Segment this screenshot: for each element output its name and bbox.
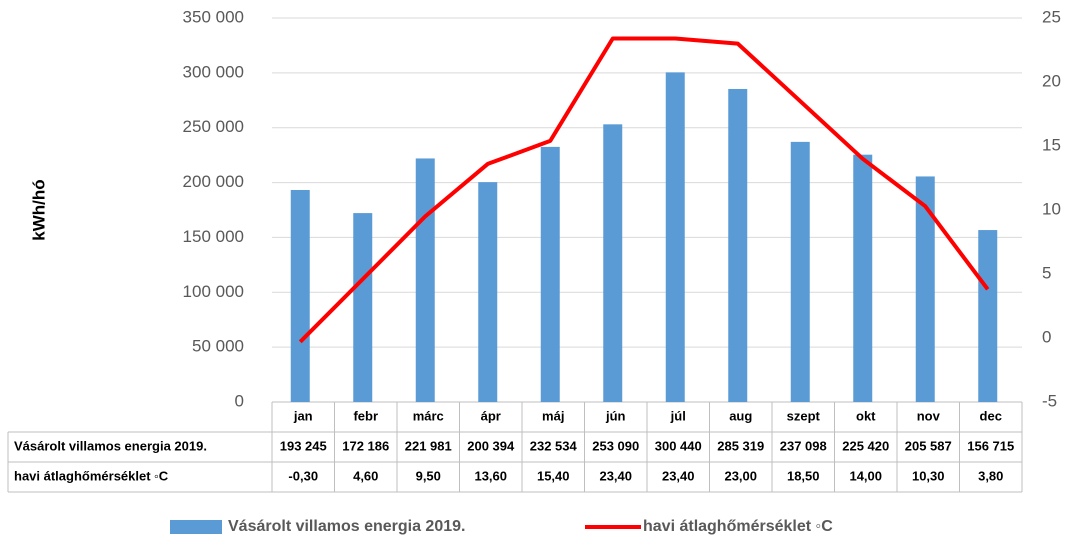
y-tick-label: 150 000 — [183, 227, 244, 246]
x-tick-label: ápr — [481, 408, 501, 423]
table-cell: 10,30 — [912, 468, 945, 483]
line — [298, 36, 990, 344]
x-tick-label: jún — [605, 408, 626, 423]
x-tick-label: márc — [413, 408, 444, 423]
table-cell: 9,50 — [416, 468, 441, 483]
legend-label: havi átlaghőmérséklet ◦C — [643, 518, 833, 535]
x-tick-label: dec — [980, 408, 1002, 423]
table-cell: 232 534 — [530, 438, 578, 453]
table-cell: 253 090 — [592, 438, 639, 453]
table-cell: 14,00 — [849, 468, 882, 483]
legend-swatch — [170, 520, 222, 534]
table-cell: 18,50 — [787, 468, 820, 483]
table-row-header: havi átlaghőmérséklet ◦C — [14, 468, 169, 483]
y-tick-label: 100 000 — [183, 282, 244, 301]
table-cell: 200 394 — [467, 438, 515, 453]
table-cell: -0,30 — [288, 468, 318, 483]
table-cell: 4,60 — [353, 468, 378, 483]
y2-tick-label: 5 — [1042, 263, 1051, 282]
x-tick-label: szept — [787, 408, 821, 423]
y2-tick-label: 15 — [1042, 135, 1061, 154]
table-cell: 13,60 — [474, 468, 507, 483]
table-cell: 237 098 — [780, 438, 827, 453]
bar — [478, 182, 498, 402]
y2-tick-label: -5 — [1042, 391, 1057, 410]
table-row-header: Vásárolt villamos energia 2019. — [14, 438, 207, 453]
bar — [790, 141, 810, 402]
bar — [728, 88, 748, 402]
bar — [665, 72, 685, 403]
bar — [603, 124, 623, 403]
x-tick-label: máj — [542, 408, 564, 423]
x-tick-label: júl — [670, 408, 686, 423]
table-cell: 15,40 — [537, 468, 570, 483]
y-tick-label: 200 000 — [183, 172, 244, 191]
bar — [290, 189, 310, 402]
x-tick-label: nov — [917, 408, 941, 423]
y-tick-label: 250 000 — [183, 117, 244, 136]
y2-tick-label: 20 — [1042, 71, 1061, 90]
x-tick-label: febr — [353, 408, 378, 423]
y-tick-label: 300 000 — [183, 62, 244, 81]
table-cell: 205 587 — [905, 438, 952, 453]
y-axis-label: kWh/hó — [29, 179, 48, 240]
y2-tick-label: 0 — [1042, 327, 1051, 346]
y2-tick-label: 10 — [1042, 199, 1061, 218]
y-tick-label: 50 000 — [192, 337, 244, 356]
bar — [540, 146, 560, 402]
table-cell: 221 981 — [405, 438, 452, 453]
table-cell: 23,40 — [599, 468, 632, 483]
y-tick-label: 0 — [235, 391, 244, 410]
x-tick-label: okt — [856, 408, 876, 423]
table-cell: 193 245 — [280, 438, 327, 453]
table-cell: 300 440 — [655, 438, 702, 453]
bar — [415, 158, 435, 402]
x-tick-label: aug — [729, 408, 752, 423]
bar — [915, 176, 935, 402]
table-cell: 225 420 — [842, 438, 889, 453]
bar — [853, 154, 873, 402]
x-tick-label: jan — [293, 408, 313, 423]
table-cell: 285 319 — [717, 438, 764, 453]
y-tick-label: 350 000 — [183, 7, 244, 26]
legend-label: Vásárolt villamos energia 2019. — [228, 518, 465, 535]
table-cell: 23,00 — [724, 468, 757, 483]
table-cell: 156 715 — [967, 438, 1014, 453]
table-cell: 23,40 — [662, 468, 695, 483]
table-cell: 172 186 — [342, 438, 389, 453]
y2-tick-label: 25 — [1042, 7, 1061, 26]
bar — [978, 230, 998, 402]
bar — [353, 213, 373, 402]
table-cell: 3,80 — [978, 468, 1003, 483]
